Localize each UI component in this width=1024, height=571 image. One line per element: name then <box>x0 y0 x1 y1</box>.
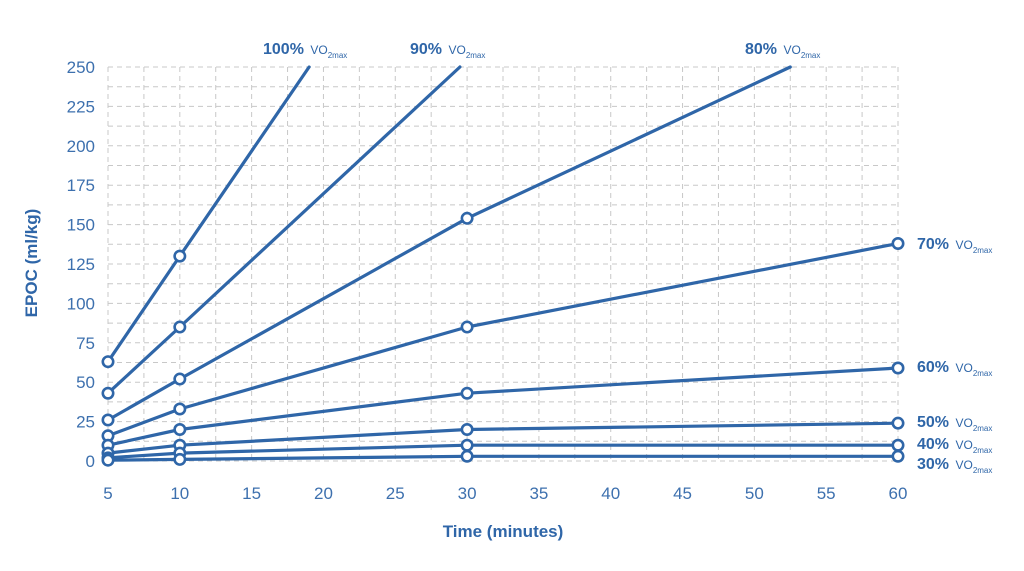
series-markers <box>101 211 905 467</box>
data-point-marker <box>891 237 905 251</box>
data-point-marker <box>173 320 187 334</box>
y-tick-label: 25 <box>76 413 95 432</box>
data-point-marker <box>891 361 905 375</box>
x-tick-label: 5 <box>103 484 112 503</box>
series-label: 70% VO2max <box>917 236 992 255</box>
data-point-marker <box>173 372 187 386</box>
y-tick-label: 175 <box>67 176 95 195</box>
data-point-marker <box>101 413 115 427</box>
gridlines <box>107 66 899 462</box>
data-point-marker <box>891 449 905 463</box>
tick-labels: 5 10 15 20 25 30 35 40 45 50 55 60 0 25 50 75 100 125 150 1… <box>67 58 908 503</box>
y-tick-label: 250 <box>67 58 95 77</box>
data-point-marker <box>173 249 187 263</box>
x-tick-label: 40 <box>601 484 620 503</box>
y-tick-label: 225 <box>67 97 95 116</box>
series-label: 50% VO2max <box>917 414 992 433</box>
data-point-marker <box>173 422 187 436</box>
x-tick-label: 60 <box>889 484 908 503</box>
data-point-marker <box>891 416 905 430</box>
y-tick-label: 0 <box>86 452 95 471</box>
y-tick-label: 75 <box>76 334 95 353</box>
data-point-marker <box>101 355 115 369</box>
data-point-marker <box>891 438 905 452</box>
series-label: 60% VO2max <box>917 359 992 378</box>
x-tick-label: 50 <box>745 484 764 503</box>
data-point-marker <box>460 449 474 463</box>
x-tick-label: 30 <box>458 484 477 503</box>
data-point-marker <box>460 438 474 452</box>
series-line <box>106 65 792 422</box>
y-axis-title: EPOC (ml/kg) <box>22 209 41 318</box>
data-point-marker <box>460 386 474 400</box>
series-line <box>106 421 900 455</box>
series-line <box>106 454 900 462</box>
x-tick-label: 15 <box>242 484 261 503</box>
series-labels: 100% VO2max 90% VO2max 80% VO2max 70% VO2ma… <box>263 41 992 475</box>
series-line <box>106 443 900 460</box>
x-tick-label: 55 <box>817 484 836 503</box>
x-tick-label: 10 <box>170 484 189 503</box>
data-point-marker <box>460 422 474 436</box>
x-tick-label: 25 <box>386 484 405 503</box>
data-point-marker <box>460 320 474 334</box>
data-point-marker <box>460 211 474 225</box>
series-label: 30% VO2max <box>917 456 992 475</box>
y-tick-label: 125 <box>67 255 95 274</box>
x-axis-title: Time (minutes) <box>443 522 564 541</box>
y-tick-label: 100 <box>67 294 95 313</box>
series-line <box>106 241 900 438</box>
y-tick-label: 150 <box>67 216 95 235</box>
series-line <box>106 366 900 447</box>
x-tick-label: 20 <box>314 484 333 503</box>
y-tick-label: 50 <box>76 373 95 392</box>
data-point-marker <box>101 386 115 400</box>
series-label: 100% VO2max <box>263 41 347 60</box>
x-tick-label: 35 <box>529 484 548 503</box>
data-point-marker <box>173 402 187 416</box>
x-tick-label: 45 <box>673 484 692 503</box>
y-tick-label: 200 <box>67 137 95 156</box>
series-label: 40% VO2max <box>917 436 992 455</box>
data-point-marker <box>101 453 115 467</box>
series-label: 80% VO2max <box>745 41 820 60</box>
data-point-marker <box>173 452 187 466</box>
series-line <box>106 65 311 364</box>
series-label: 90% VO2max <box>410 41 485 60</box>
